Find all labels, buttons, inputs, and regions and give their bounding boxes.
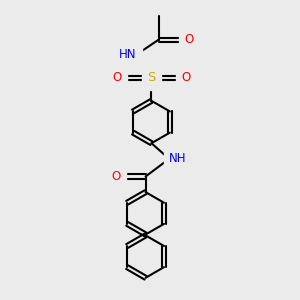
Text: S: S (147, 71, 156, 84)
Text: HN: HN (118, 48, 136, 62)
Text: O: O (111, 170, 120, 183)
Text: NH: NH (169, 152, 187, 165)
Text: O: O (184, 33, 194, 46)
Text: O: O (112, 71, 122, 84)
Text: O: O (181, 71, 190, 84)
